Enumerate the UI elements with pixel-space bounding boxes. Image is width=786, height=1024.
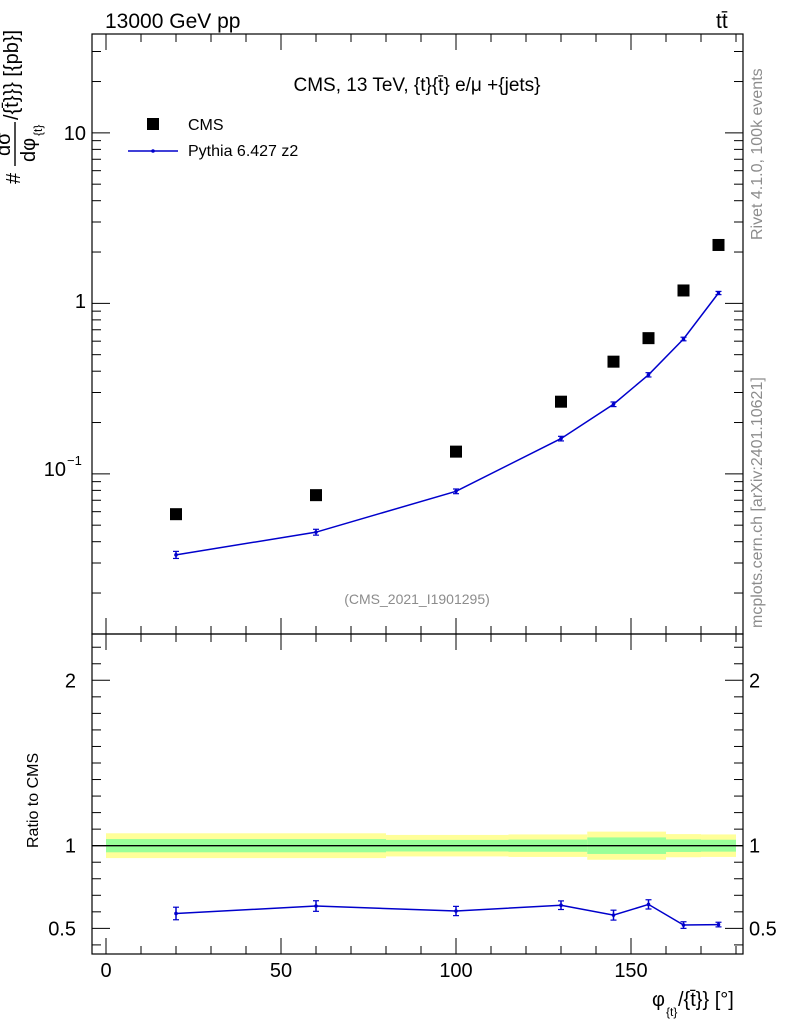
- pythia-point: [559, 436, 563, 441]
- process-label: tt̄: [716, 10, 728, 33]
- y-tick-label-0p1-exp: −1: [67, 453, 82, 468]
- legend-cms-label: CMS: [188, 117, 224, 134]
- x-tick-label: 100: [439, 960, 472, 982]
- x-label-phi: φ: [652, 989, 665, 1011]
- top-axis-ticks: [92, 34, 743, 634]
- top-series-layer: [170, 238, 725, 560]
- x-tick-label: 0: [100, 960, 111, 982]
- pythia-point: [611, 402, 616, 407]
- ratio-series-layer: [173, 899, 722, 929]
- analysis-id-label: (CMS_2021_I1901295): [344, 591, 490, 607]
- ratio-point: [681, 923, 686, 927]
- pythia-point: [174, 553, 178, 557]
- y-axis-label-ratio: Ratio to CMS: [25, 753, 42, 848]
- x-tick-label: 50: [270, 960, 292, 982]
- ratio-point: [646, 902, 651, 907]
- pythia-line: [175, 292, 720, 556]
- ratio-point: [454, 909, 458, 913]
- y-tick-label-0p1-base: 10: [44, 459, 66, 481]
- ratio-y-tick-label-left: 0.5: [48, 918, 76, 940]
- ratio-point: [716, 922, 721, 927]
- ratio-point: [611, 913, 616, 917]
- pythia-point: [716, 291, 721, 295]
- pythia-point: [681, 337, 686, 341]
- cms-point: [310, 489, 322, 502]
- legend-cms-marker: [147, 118, 159, 130]
- chart-title: CMS, 13 TeV, {t}{t̄} e/μ +{jets}: [293, 75, 540, 96]
- cms-point: [677, 284, 690, 297]
- ratio-tick-labels: 0.5 0.5 1 1 2 2 0 50 100 150: [48, 670, 777, 982]
- ratio-y-tick-label-right: 0.5: [749, 918, 777, 940]
- ratio-y-tick-label-right: 2: [749, 670, 760, 692]
- y-label-numerator: dσ: [0, 132, 15, 156]
- pythia-point: [314, 530, 318, 534]
- y-label-denominator: dφ: [18, 138, 40, 162]
- ratio-y-tick-label-left: 1: [65, 836, 76, 858]
- y-tick-label-10: 10: [64, 123, 86, 145]
- ratio-y-tick-label-left: 2: [65, 670, 76, 692]
- x-tick-label: 150: [614, 960, 647, 982]
- x-label-subscript: {t}: [666, 1005, 677, 1019]
- cms-point: [450, 445, 462, 458]
- energy-label: 13000 GeV pp: [105, 10, 240, 33]
- ratio-point: [559, 903, 563, 908]
- pythia-point: [454, 489, 458, 494]
- cms-point: [555, 395, 567, 408]
- ratio-axis-ticks: [92, 634, 743, 954]
- y-tick-label-1: 1: [75, 291, 86, 313]
- cms-point: [642, 332, 655, 345]
- y-label-hash: #: [3, 172, 25, 184]
- x-axis-label: φ {t} /{t̄}} [°]: [652, 989, 734, 1019]
- cms-point: [607, 355, 620, 368]
- cms-point: [712, 238, 725, 251]
- ratio-plot-frame: [91, 633, 744, 955]
- y-axis-label-top: # dσ dφ {t} /{t̄}}} [{pb}]: [0, 30, 45, 184]
- cms-point: [170, 508, 182, 521]
- ratio-line: [175, 903, 719, 926]
- rivet-version-label: Rivet 4.1.0, 100k events: [749, 68, 766, 240]
- x-label-rest: /{t̄}} [°]: [678, 989, 734, 1011]
- mcplots-label: mcplots.cern.ch [arXiv:2401.10621]: [749, 377, 766, 628]
- ratio-point: [174, 911, 178, 916]
- legend-pythia-label: Pythia 6.427 z2: [188, 143, 298, 160]
- y-label-suffix: /{t̄}}} [{pb}]: [1, 30, 23, 120]
- pythia-point: [646, 373, 651, 377]
- legend-pythia-marker: [151, 149, 155, 153]
- ratio-y-tick-label-right: 1: [749, 836, 760, 858]
- y-label-subscript: {t}: [31, 125, 45, 136]
- ratio-point: [314, 904, 318, 908]
